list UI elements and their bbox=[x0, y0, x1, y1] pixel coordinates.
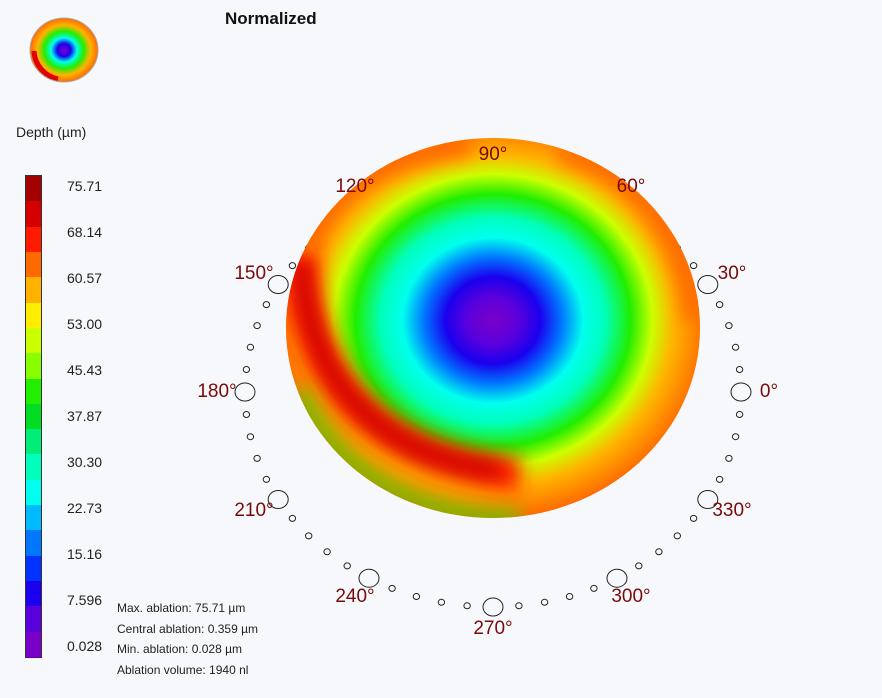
scale-segment bbox=[26, 631, 41, 658]
minor-angle-marker bbox=[565, 593, 574, 600]
central-ablation: Central ablation: 0.359 µm bbox=[117, 621, 258, 636]
depth-unit-label: Depth (µm) bbox=[16, 124, 87, 140]
scale-tick-label: 68.14 bbox=[67, 224, 103, 240]
minor-angle-marker bbox=[715, 475, 724, 483]
angle-label: 60° bbox=[616, 175, 646, 197]
min-ablation: Min. ablation: 0.028 µm bbox=[117, 642, 242, 656]
scale-tick-label: 60.57 bbox=[67, 270, 103, 286]
minor-angle-marker bbox=[689, 514, 698, 522]
scale-tick-label: 22.73 bbox=[67, 500, 103, 516]
angle-label: 300° bbox=[611, 586, 651, 608]
minor-angle-marker bbox=[288, 262, 297, 270]
minor-angle-marker bbox=[515, 602, 523, 610]
major-angle-marker bbox=[697, 275, 719, 294]
minor-angle-marker bbox=[242, 366, 251, 373]
minor-angle-marker bbox=[635, 562, 643, 570]
scale-tick-label: 53.00 bbox=[67, 316, 103, 332]
minor-angle-marker bbox=[735, 411, 744, 418]
scale-tick-label: 7.596 bbox=[67, 592, 103, 608]
minor-angle-marker bbox=[323, 548, 331, 556]
angle-label: 180° bbox=[197, 381, 237, 402]
minor-angle-marker bbox=[262, 475, 271, 483]
minor-angle-marker bbox=[673, 532, 681, 540]
minor-angle-marker bbox=[437, 598, 446, 606]
minor-angle-marker bbox=[590, 584, 598, 592]
major-angle-marker bbox=[606, 568, 628, 588]
depth-color-scale bbox=[25, 175, 42, 658]
minor-angle-marker bbox=[731, 433, 740, 441]
scale-tick-label: 0.028 bbox=[67, 638, 103, 654]
angle-label: 240° bbox=[335, 586, 375, 608]
minor-angle-marker bbox=[725, 322, 733, 330]
minor-angle-marker bbox=[689, 262, 698, 270]
ablation-stats: Max. ablation: 75.71 µm Central ablation… bbox=[117, 598, 258, 680]
scale-tick-label: 37.87 bbox=[67, 408, 103, 424]
angle-label: 330° bbox=[712, 499, 752, 521]
minor-angle-marker bbox=[246, 433, 255, 441]
angle-label: 270° bbox=[473, 618, 513, 639]
major-angle-marker bbox=[730, 382, 752, 402]
minor-angle-marker bbox=[262, 301, 271, 309]
major-angle-marker bbox=[267, 275, 289, 294]
scale-tick-label: 45.43 bbox=[67, 362, 103, 378]
minor-angle-marker bbox=[463, 602, 471, 610]
angle-label: 150° bbox=[234, 262, 274, 284]
minor-angle-marker bbox=[731, 343, 740, 351]
map-title: Normalized bbox=[225, 9, 317, 28]
max-ablation: Max. ablation: 75.71 µm bbox=[117, 601, 246, 615]
minor-angle-marker bbox=[412, 593, 421, 600]
minor-angle-marker bbox=[540, 598, 549, 606]
angle-label: 0° bbox=[759, 381, 779, 402]
scale-tick-label: 75.71 bbox=[67, 178, 103, 194]
minor-angle-marker bbox=[725, 454, 733, 462]
major-angle-marker bbox=[267, 490, 289, 509]
angle-markers bbox=[234, 167, 752, 617]
angle-label: 120° bbox=[335, 175, 375, 197]
minor-angle-marker bbox=[288, 514, 297, 522]
angle-label: 210° bbox=[234, 499, 274, 521]
angle-label: 90° bbox=[478, 144, 508, 165]
major-angle-marker bbox=[358, 568, 380, 588]
major-angle-marker bbox=[234, 382, 256, 402]
scale-tick-label: 30.30 bbox=[67, 454, 103, 470]
minor-angle-marker bbox=[388, 584, 396, 592]
ablation-volume: Ablation volume: 1940 nl bbox=[117, 662, 249, 677]
minor-angle-marker bbox=[242, 411, 251, 418]
angle-label: 30° bbox=[717, 262, 747, 284]
minor-angle-marker bbox=[735, 366, 744, 373]
minor-angle-marker bbox=[253, 322, 261, 330]
minor-angle-marker bbox=[305, 532, 313, 540]
scale-tick-label: 15.16 bbox=[67, 546, 103, 562]
thumbnail-map bbox=[29, 17, 99, 83]
minor-angle-marker bbox=[655, 548, 663, 556]
major-angle-marker bbox=[482, 597, 504, 617]
minor-angle-marker bbox=[246, 343, 255, 351]
major-angle-marker bbox=[697, 490, 719, 509]
minor-angle-marker bbox=[343, 562, 351, 570]
minor-angle-marker bbox=[715, 301, 724, 309]
minor-angle-marker bbox=[253, 454, 261, 462]
